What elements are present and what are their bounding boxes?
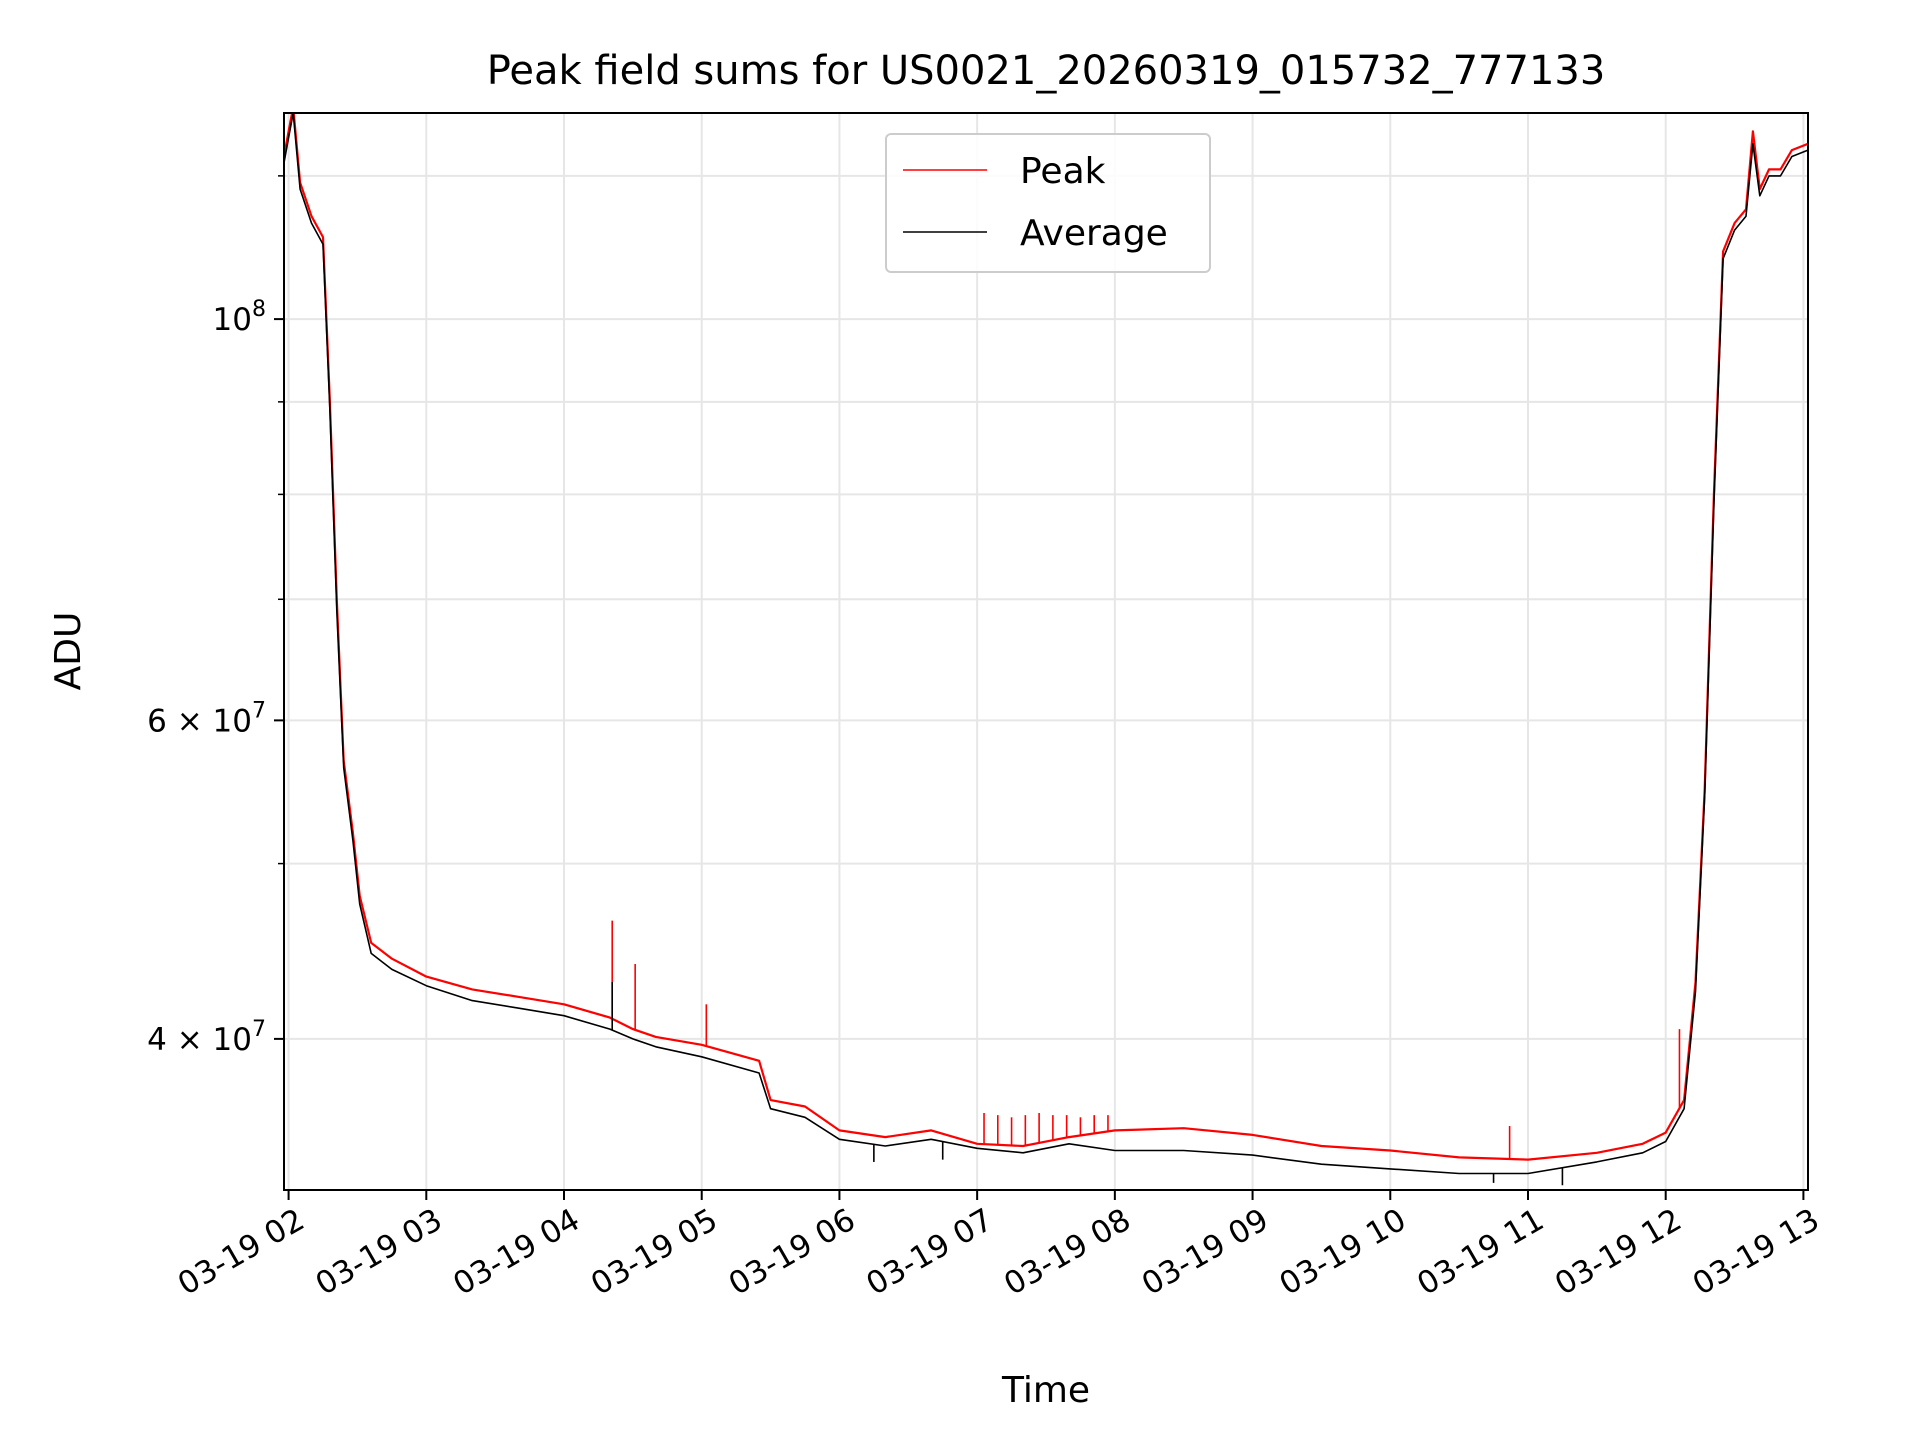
series-line-average [284, 113, 1808, 1175]
series-layer [284, 113, 1808, 1186]
plot-frame [283, 112, 1809, 1191]
legend-label-peak: Peak [1020, 151, 1106, 192]
legend: Peak Average [885, 133, 1211, 273]
y-tick-label: 4 × 107 [147, 1017, 266, 1058]
plot-area [284, 113, 1808, 1186]
legend-box [885, 133, 1211, 273]
chart-title: Peak field sums for US0021_20260319_0157… [487, 48, 1606, 94]
x-axis-label: Time [1001, 1370, 1090, 1411]
y-axis: 4 × 107 6 × 107 108 [147, 175, 284, 1058]
y-tick-label: 108 [213, 297, 266, 338]
y-tick-label: 6 × 107 [147, 698, 266, 739]
y-axis-label: ADU [48, 612, 89, 691]
legend-label-average: Average [1020, 213, 1168, 254]
grid [284, 113, 1808, 1190]
